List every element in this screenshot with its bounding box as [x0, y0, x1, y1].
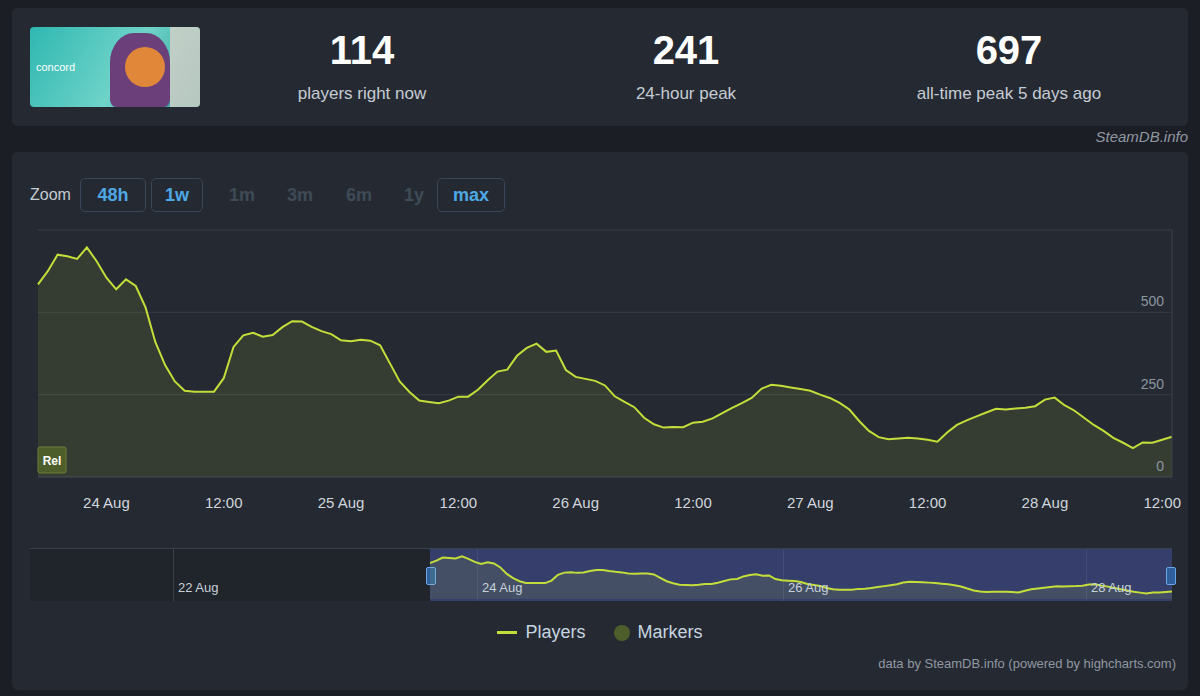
html-text:max: max — [453, 185, 489, 205]
html-text:3m: 3m — [287, 185, 313, 205]
svg-text:Rel: Rel — [43, 454, 62, 468]
svg-text:24 Aug: 24 Aug — [83, 494, 130, 511]
svg-text:12:00: 12:00 — [674, 494, 712, 511]
html-text:26 Aug: 26 Aug — [788, 580, 829, 595]
html-text:Players: Players — [525, 622, 586, 642]
html-text:Markers: Markers — [637, 622, 703, 642]
html-text:241: 241 — [652, 28, 720, 72]
html-text:data by SteamDB.info (powered: data by SteamDB.info (powered by highcha… — [878, 656, 1176, 671]
html-text:all-time peak 5 days ago: all-time peak 5 days ago — [916, 84, 1102, 103]
html-text:1m: 1m — [229, 185, 255, 205]
html-text:22 Aug: 22 Aug — [178, 580, 219, 595]
svg-text:25 Aug: 25 Aug — [318, 494, 365, 511]
svg-text:12:00: 12:00 — [1143, 494, 1181, 511]
html-text:SteamDB.info: SteamDB.info — [1095, 128, 1188, 145]
svg-text:12:00: 12:00 — [440, 494, 478, 511]
html-text:28 Aug: 28 Aug — [1091, 580, 1132, 595]
svg-text:12:00: 12:00 — [205, 494, 243, 511]
html-text:114: 114 — [329, 28, 395, 72]
svg-text:28 Aug: 28 Aug — [1022, 494, 1069, 511]
html-text:1w: 1w — [165, 185, 189, 205]
svg-text:12:00: 12:00 — [909, 494, 947, 511]
html-text:concord: concord — [36, 61, 76, 73]
svg-text:500: 500 — [1141, 293, 1165, 309]
svg-text:27 Aug: 27 Aug — [787, 494, 834, 511]
svg-text:0: 0 — [1156, 458, 1164, 474]
html-text:697: 697 — [975, 28, 1043, 72]
html-text:1y: 1y — [404, 185, 424, 205]
html-text:players right now: players right now — [297, 84, 427, 103]
svg-text:250: 250 — [1141, 376, 1165, 392]
svg-text:26 Aug: 26 Aug — [552, 494, 599, 511]
html-text:24-hour peak: 24-hour peak — [635, 84, 737, 103]
html-text:6m: 6m — [346, 185, 372, 205]
html-text:Zoom: Zoom — [30, 186, 71, 203]
html-text:24 Aug: 24 Aug — [482, 580, 523, 595]
html-text:48h: 48h — [97, 185, 129, 205]
